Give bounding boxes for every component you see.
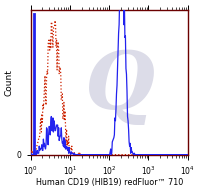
- X-axis label: Human CD19 (HIB19) redFluor™ 710: Human CD19 (HIB19) redFluor™ 710: [36, 178, 183, 187]
- Y-axis label: Count: Count: [5, 69, 14, 96]
- Text: Q: Q: [85, 48, 155, 125]
